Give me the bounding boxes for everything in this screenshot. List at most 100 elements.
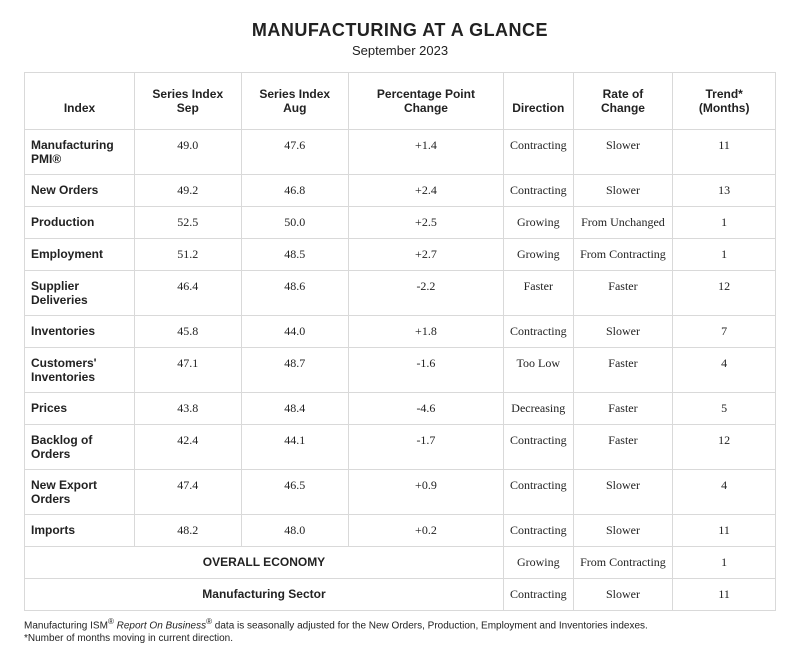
- col-trend: Trend* (Months): [673, 73, 776, 130]
- table-row: Backlog of Orders42.444.1-1.7Contracting…: [25, 425, 776, 470]
- cell-aug: 48.0: [241, 515, 348, 547]
- cell-aug: 46.5: [241, 470, 348, 515]
- cell-trend: 12: [673, 271, 776, 316]
- cell-change: +0.2: [348, 515, 503, 547]
- table-row: Customers' Inventories47.148.7-1.6Too Lo…: [25, 348, 776, 393]
- cell-sep: 46.4: [135, 271, 242, 316]
- cell-aug: 47.6: [241, 130, 348, 175]
- table-row: Manufacturing PMI®49.047.6+1.4Contractin…: [25, 130, 776, 175]
- cell-rate: Slower: [573, 515, 673, 547]
- cell-aug: 46.8: [241, 175, 348, 207]
- cell-direction: Contracting: [503, 425, 573, 470]
- table-row: New Export Orders47.446.5+0.9Contracting…: [25, 470, 776, 515]
- cell-rate: Slower: [573, 130, 673, 175]
- cell-rate: From Contracting: [573, 239, 673, 271]
- cell-rate: Faster: [573, 271, 673, 316]
- cell-index: New Orders: [25, 175, 135, 207]
- cell-direction: Decreasing: [503, 393, 573, 425]
- cell-aug: 50.0: [241, 207, 348, 239]
- cell-direction: Too Low: [503, 348, 573, 393]
- col-sep: Series Index Sep: [135, 73, 242, 130]
- cell-index: Production: [25, 207, 135, 239]
- summary-rate: Slower: [573, 579, 673, 611]
- col-change: Percentage Point Change: [348, 73, 503, 130]
- summary-rate: From Contracting: [573, 547, 673, 579]
- cell-direction: Contracting: [503, 175, 573, 207]
- cell-rate: Slower: [573, 470, 673, 515]
- cell-change: -2.2: [348, 271, 503, 316]
- cell-change: +2.4: [348, 175, 503, 207]
- table-row: Employment51.248.5+2.7GrowingFrom Contra…: [25, 239, 776, 271]
- summary-label: OVERALL ECONOMY: [25, 547, 504, 579]
- cell-rate: Faster: [573, 425, 673, 470]
- col-aug: Series Index Aug: [241, 73, 348, 130]
- cell-index: Backlog of Orders: [25, 425, 135, 470]
- table-row: New Orders49.246.8+2.4ContractingSlower1…: [25, 175, 776, 207]
- footnotes: Manufacturing ISM® Report On Business® d…: [24, 617, 776, 645]
- summary-trend: 11: [673, 579, 776, 611]
- cell-change: +2.5: [348, 207, 503, 239]
- cell-aug: 48.7: [241, 348, 348, 393]
- cell-trend: 7: [673, 316, 776, 348]
- cell-sep: 43.8: [135, 393, 242, 425]
- cell-trend: 12: [673, 425, 776, 470]
- summary-label: Manufacturing Sector: [25, 579, 504, 611]
- cell-sep: 45.8: [135, 316, 242, 348]
- cell-direction: Growing: [503, 207, 573, 239]
- cell-rate: Slower: [573, 175, 673, 207]
- summary-row: Manufacturing SectorContractingSlower11: [25, 579, 776, 611]
- cell-sep: 49.0: [135, 130, 242, 175]
- cell-rate: Faster: [573, 393, 673, 425]
- glance-table: Index Series Index Sep Series Index Aug …: [24, 72, 776, 611]
- table-row: Supplier Deliveries46.448.6-2.2FasterFas…: [25, 271, 776, 316]
- cell-sep: 47.4: [135, 470, 242, 515]
- cell-direction: Contracting: [503, 470, 573, 515]
- summary-trend: 1: [673, 547, 776, 579]
- cell-aug: 44.0: [241, 316, 348, 348]
- col-direction: Direction: [503, 73, 573, 130]
- cell-direction: Contracting: [503, 130, 573, 175]
- footnote-1: Manufacturing ISM® Report On Business® d…: [24, 617, 776, 632]
- cell-direction: Contracting: [503, 316, 573, 348]
- summary-direction: Growing: [503, 547, 573, 579]
- cell-change: -1.6: [348, 348, 503, 393]
- cell-rate: From Unchanged: [573, 207, 673, 239]
- summary-row: OVERALL ECONOMYGrowingFrom Contracting1: [25, 547, 776, 579]
- page-subtitle: September 2023: [24, 43, 776, 58]
- cell-trend: 11: [673, 515, 776, 547]
- cell-aug: 44.1: [241, 425, 348, 470]
- cell-trend: 1: [673, 207, 776, 239]
- col-index: Index: [25, 73, 135, 130]
- cell-direction: Growing: [503, 239, 573, 271]
- cell-aug: 48.4: [241, 393, 348, 425]
- cell-index: Manufacturing PMI®: [25, 130, 135, 175]
- cell-aug: 48.6: [241, 271, 348, 316]
- cell-sep: 49.2: [135, 175, 242, 207]
- cell-index: New Export Orders: [25, 470, 135, 515]
- table-row: Inventories45.844.0+1.8ContractingSlower…: [25, 316, 776, 348]
- table-row: Production52.550.0+2.5GrowingFrom Unchan…: [25, 207, 776, 239]
- cell-trend: 4: [673, 470, 776, 515]
- cell-change: +1.4: [348, 130, 503, 175]
- cell-change: -1.7: [348, 425, 503, 470]
- cell-change: +2.7: [348, 239, 503, 271]
- cell-trend: 11: [673, 130, 776, 175]
- cell-index: Customers' Inventories: [25, 348, 135, 393]
- col-rate: Rate of Change: [573, 73, 673, 130]
- cell-trend: 4: [673, 348, 776, 393]
- cell-direction: Contracting: [503, 515, 573, 547]
- table-row: Imports48.248.0+0.2ContractingSlower11: [25, 515, 776, 547]
- footnote-2: *Number of months moving in current dire…: [24, 632, 776, 645]
- summary-direction: Contracting: [503, 579, 573, 611]
- header-row: Index Series Index Sep Series Index Aug …: [25, 73, 776, 130]
- cell-index: Inventories: [25, 316, 135, 348]
- cell-index: Prices: [25, 393, 135, 425]
- cell-change: +0.9: [348, 470, 503, 515]
- page-title: MANUFACTURING AT A GLANCE: [24, 20, 776, 41]
- cell-change: +1.8: [348, 316, 503, 348]
- cell-index: Employment: [25, 239, 135, 271]
- cell-sep: 42.4: [135, 425, 242, 470]
- cell-sep: 52.5: [135, 207, 242, 239]
- cell-rate: Faster: [573, 348, 673, 393]
- cell-sep: 51.2: [135, 239, 242, 271]
